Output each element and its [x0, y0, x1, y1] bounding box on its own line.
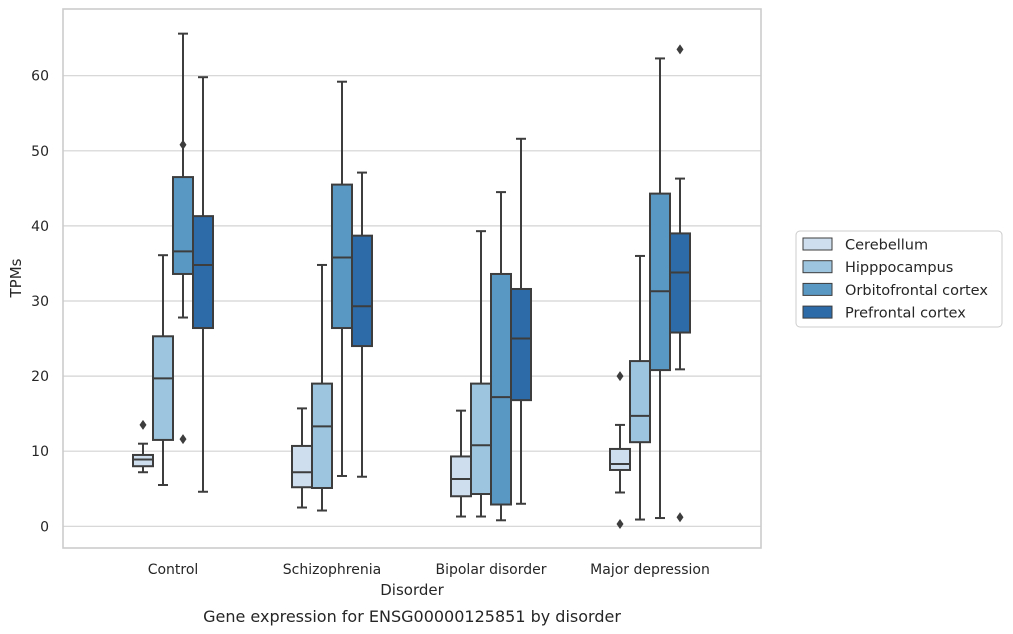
box-iqr — [490, 272, 512, 506]
box-cerebellum — [132, 419, 154, 474]
legend: Cerebellum Hipppocampus Orbitofrontal cort… — [795, 230, 1003, 328]
box-cerebellum — [291, 407, 313, 509]
y-tick-label: 0 — [40, 519, 49, 535]
box-iqr — [609, 447, 631, 471]
y-tick-label: 30 — [31, 294, 49, 310]
box-iqr — [132, 453, 154, 468]
box-cerebellum — [609, 371, 631, 530]
legend-label: Prefrontal cortex — [845, 306, 966, 322]
x-tick-labels: Control Schizophrenia Bipolar disorder Majo… — [148, 562, 710, 578]
outlier-marker — [139, 419, 147, 430]
x-axis-title: Disorder — [380, 581, 444, 599]
box-cerebellum — [450, 409, 472, 518]
box-orbitofrontal-cortex — [172, 32, 194, 445]
outlier-marker — [676, 44, 684, 55]
box-iqr — [192, 215, 214, 330]
box-iqr — [470, 382, 492, 496]
y-tick-label: 60 — [31, 69, 49, 85]
boxplots — [132, 32, 691, 530]
outlier-marker — [179, 434, 187, 445]
outlier-marker — [616, 371, 624, 382]
legend-swatch — [802, 282, 833, 296]
box-iqr — [311, 382, 333, 489]
legend-swatch — [802, 305, 833, 319]
y-tick-labels: 0 10 20 30 40 50 60 — [31, 69, 49, 536]
legend-swatch — [802, 260, 833, 274]
x-tick-label: Control — [148, 562, 199, 578]
legend-swatch — [802, 237, 833, 251]
outlier-marker — [179, 139, 187, 150]
box-orbitofrontal-cortex — [649, 57, 671, 520]
x-tick-label: Major depression — [590, 562, 710, 578]
box-orbitofrontal-cortex — [331, 80, 353, 477]
box-iqr — [331, 183, 353, 330]
box-iqr — [629, 360, 651, 444]
box-iqr — [172, 176, 194, 275]
legend-frame — [795, 230, 1003, 328]
box-iqr — [510, 287, 532, 402]
legend-label: Hipppocampus — [845, 260, 953, 276]
box-iqr — [450, 455, 472, 498]
x-tick-label: Schizophrenia — [283, 562, 381, 578]
y-tick-label: 20 — [31, 369, 49, 385]
outlier-marker — [676, 512, 684, 523]
outlier-marker — [616, 519, 624, 530]
chart-caption: Gene expression for ENSG00000125851 by d… — [203, 607, 621, 626]
y-axis-title: TPMs — [7, 258, 25, 298]
legend-label: Orbitofrontal cortex — [845, 283, 988, 299]
y-tick-label: 10 — [31, 444, 49, 460]
y-tick-label: 40 — [31, 219, 49, 235]
legend-label: Cerebellum — [845, 238, 928, 254]
box-prefrontal-cortex — [510, 137, 532, 505]
box-hipppocampus — [311, 263, 333, 512]
box-iqr — [669, 232, 691, 334]
box-iqr — [351, 234, 373, 348]
box-hipppocampus — [629, 254, 651, 521]
plot-frame — [62, 8, 762, 549]
box-iqr — [152, 335, 174, 441]
y-tick-label: 50 — [31, 144, 49, 160]
box-hipppocampus — [470, 230, 492, 518]
box-iqr — [649, 192, 671, 372]
x-tick-label: Bipolar disorder — [435, 562, 546, 578]
box-orbitofrontal-cortex — [490, 191, 512, 522]
box-iqr — [291, 444, 313, 489]
box-prefrontal-cortex — [192, 76, 214, 493]
box-prefrontal-cortex — [351, 171, 373, 478]
box-prefrontal-cortex — [669, 44, 691, 523]
box-hipppocampus — [152, 254, 174, 486]
